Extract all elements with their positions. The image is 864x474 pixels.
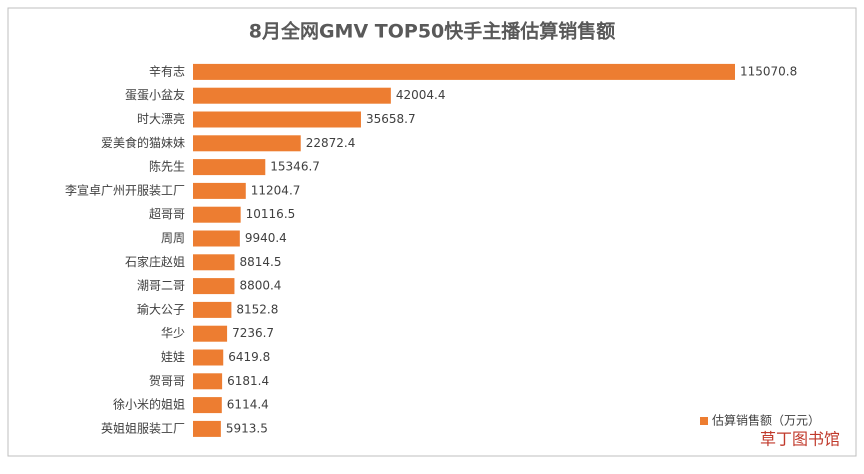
y-tick-label: 辛有志	[149, 64, 185, 78]
data-label: 42004.4	[396, 88, 446, 102]
y-tick-label: 周周	[161, 231, 185, 245]
y-tick-label: 李宣卓广州开服装工厂	[65, 182, 185, 197]
data-label: 9940.4	[245, 231, 287, 245]
bar	[193, 111, 361, 128]
y-tick-label: 娃娃	[161, 350, 185, 364]
bar	[193, 135, 301, 152]
bar	[193, 254, 235, 271]
data-label: 6181.4	[227, 374, 269, 388]
data-label: 8800.4	[239, 279, 281, 293]
bar	[193, 397, 222, 414]
legend-label: 估算销售额（万元）	[712, 413, 820, 428]
bar	[193, 230, 240, 247]
bar	[193, 63, 735, 80]
data-label: 8152.8	[236, 302, 278, 316]
y-tick-label: 徐小米的姐姐	[113, 397, 185, 412]
y-tick-label: 超哥哥	[149, 206, 185, 221]
legend-swatch	[700, 417, 708, 425]
bar	[193, 349, 224, 366]
y-tick-label: 石家庄赵姐	[125, 254, 185, 269]
data-label: 7236.7	[232, 326, 274, 340]
data-label: 11204.7	[251, 183, 301, 197]
bar	[193, 159, 266, 176]
y-tick-label: 时大漂亮	[137, 111, 185, 126]
data-label: 15346.7	[270, 160, 320, 174]
data-label: 10116.5	[246, 207, 296, 221]
chart-title: 8月全网GMV TOP50快手主播估算销售额	[249, 20, 616, 43]
data-label: 8814.5	[240, 255, 282, 269]
data-label: 5913.5	[226, 421, 268, 435]
y-tick-label: 潮哥二哥	[137, 278, 185, 293]
data-label: 6114.4	[227, 398, 269, 412]
y-tick-label: 贺哥哥	[149, 374, 185, 388]
bar	[193, 182, 246, 199]
data-label: 22872.4	[306, 136, 356, 150]
bar	[193, 325, 228, 342]
bar	[193, 373, 223, 390]
watermark: 草丁图书馆	[760, 430, 840, 449]
data-label: 6419.8	[228, 350, 270, 364]
y-tick-label: 爱美食的猫妹妹	[101, 135, 185, 150]
bar	[193, 206, 241, 223]
y-tick-label: 英姐姐服装工厂	[101, 421, 185, 435]
y-tick-label: 蛋蛋小盆友	[125, 88, 185, 102]
data-label: 115070.8	[740, 64, 797, 78]
y-tick-label: 瑜大公子	[137, 301, 185, 316]
y-tick-label: 华少	[161, 326, 185, 340]
y-tick-label: 陈先生	[149, 159, 185, 174]
bar	[193, 301, 232, 318]
chart-border	[7, 7, 857, 457]
data-label: 35658.7	[366, 112, 416, 126]
bar	[193, 87, 391, 104]
bar	[193, 278, 235, 295]
bar	[193, 420, 221, 437]
